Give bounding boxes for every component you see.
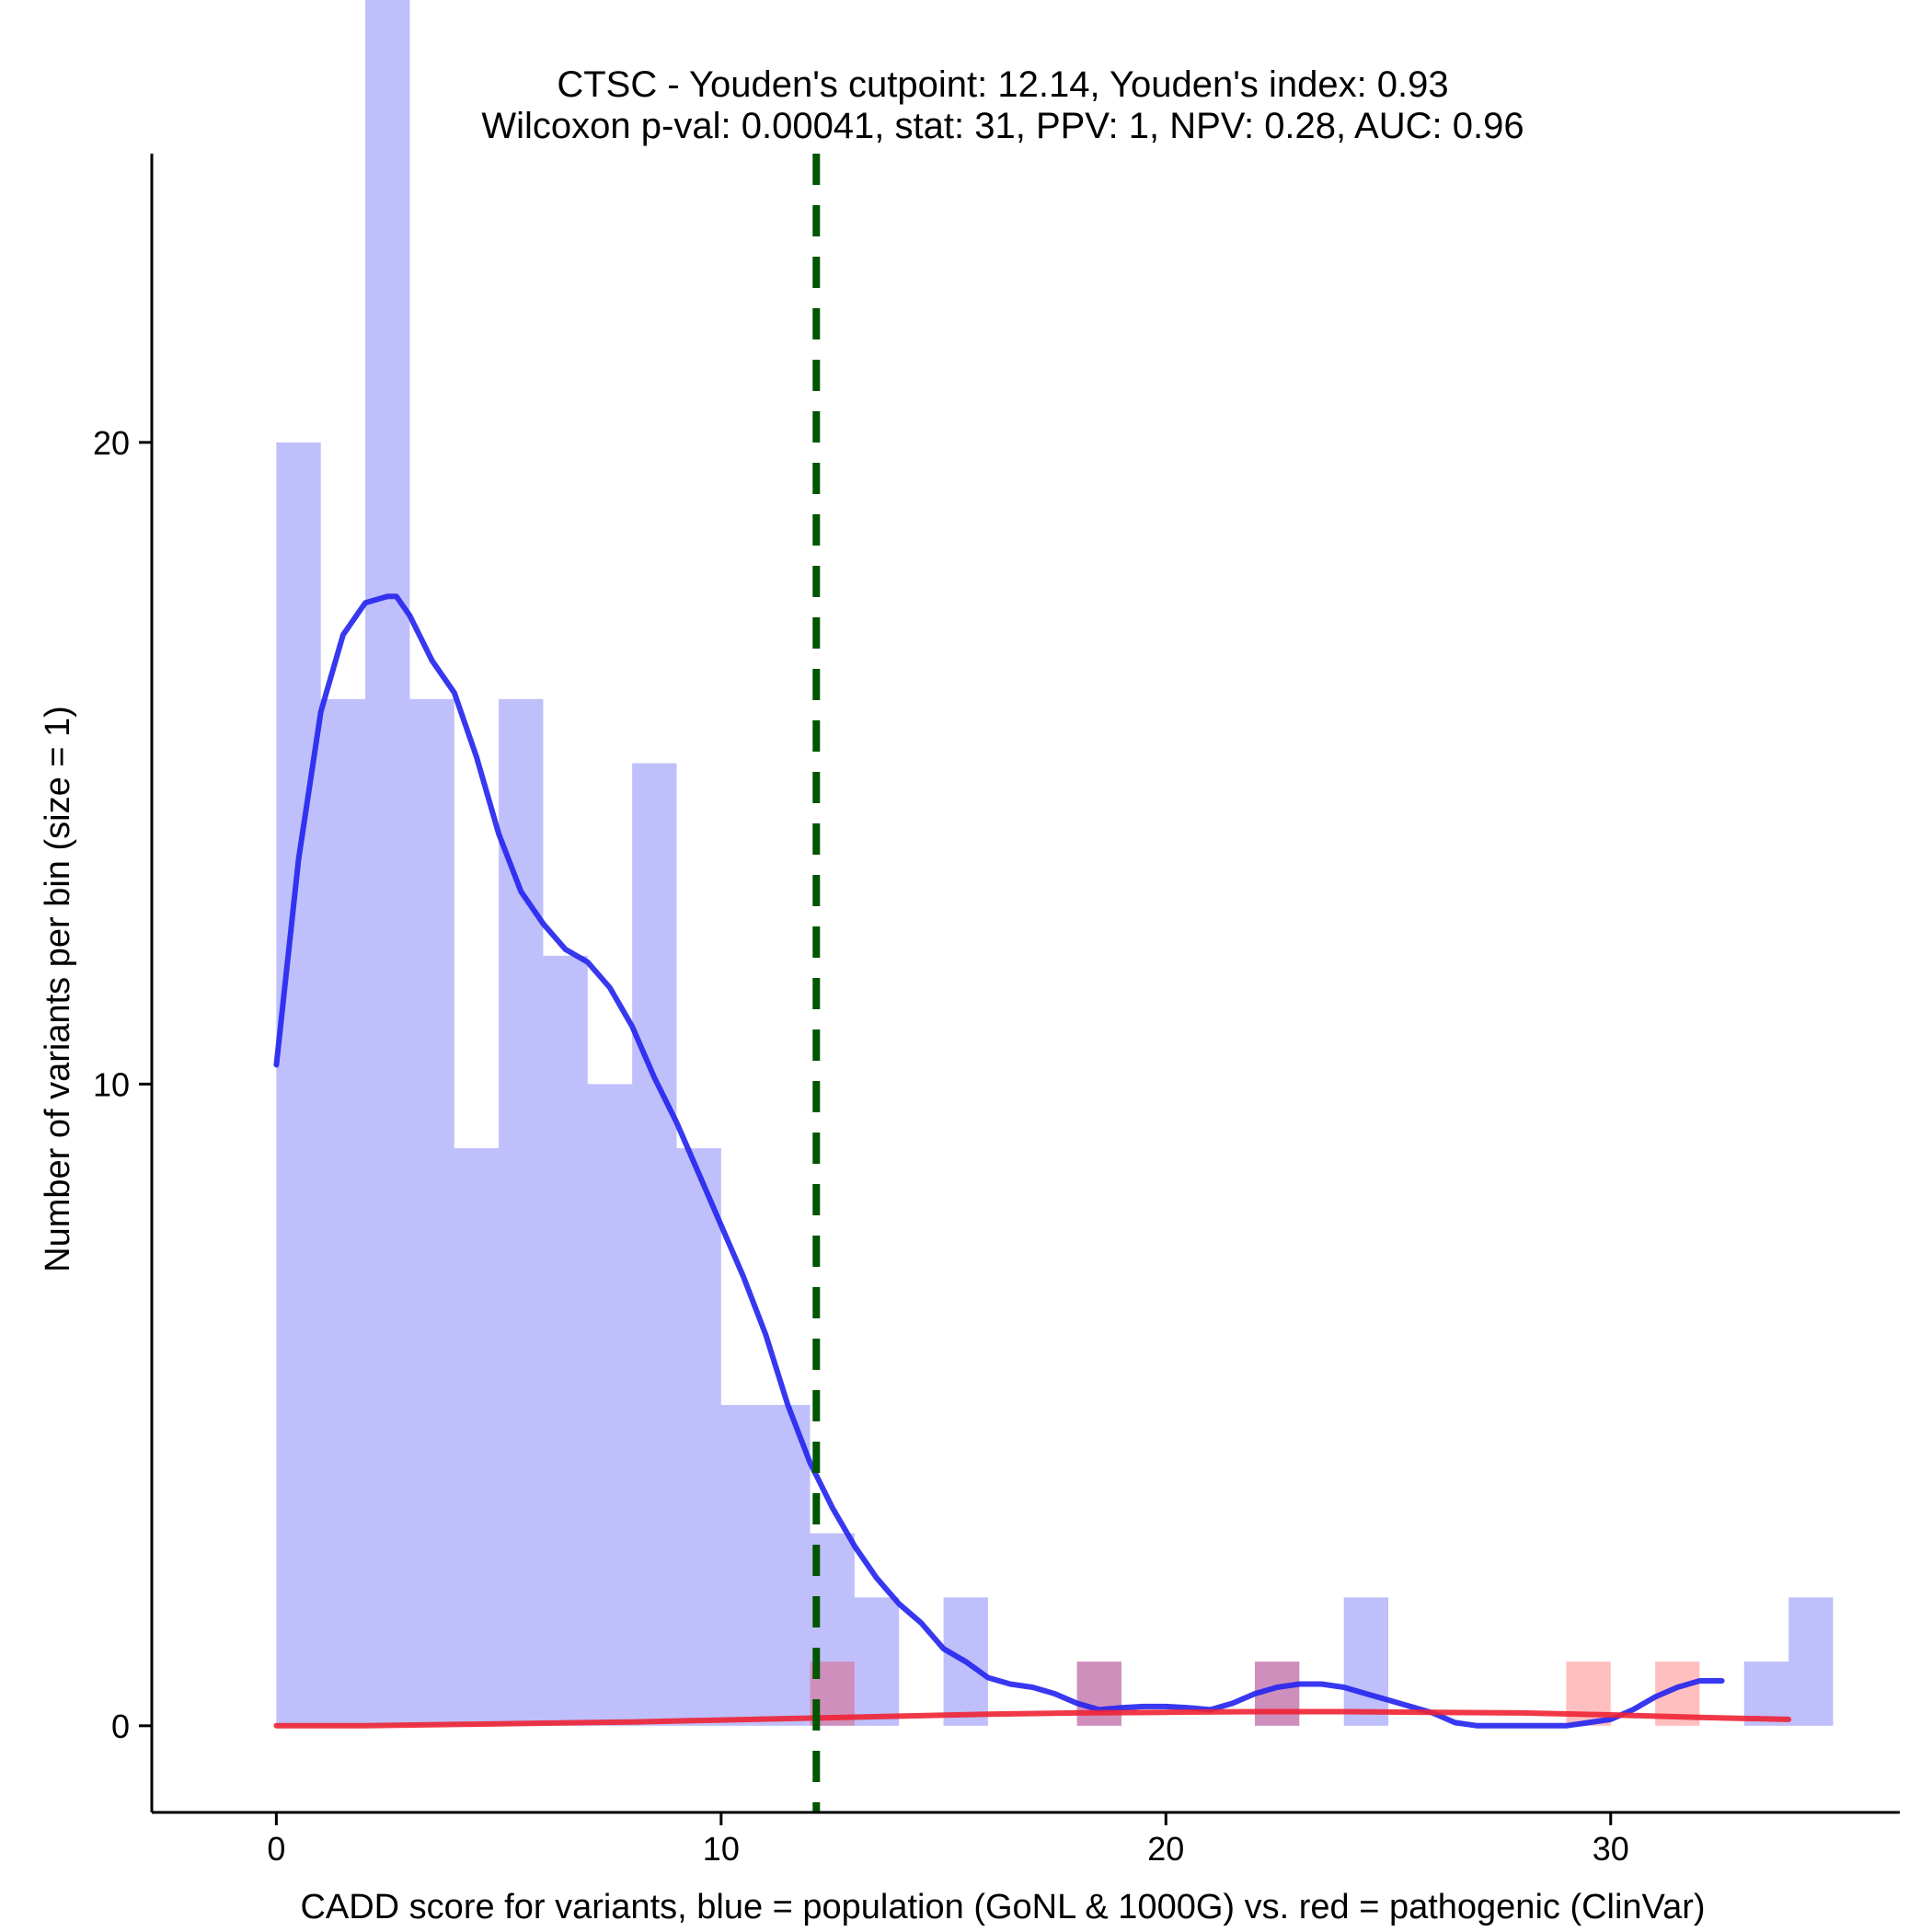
population-bar: [1788, 1597, 1834, 1726]
x-tick-label: 0: [267, 1830, 285, 1868]
chart-title: CTSC - Youden's cutpoint: 12.14, Youden'…: [557, 64, 1448, 105]
population-bar: [720, 1405, 766, 1726]
y-tick-label: 20: [93, 424, 130, 462]
population-bar: [1343, 1597, 1389, 1726]
chart-subtitle: Wilcoxon p-val: 0.00041, stat: 31, PPV: …: [481, 106, 1524, 146]
pathogenic-bar: [1076, 1662, 1121, 1726]
x-axis-label: CADD score for variants, blue = populati…: [300, 1888, 1705, 1926]
x-tick-label: 10: [703, 1830, 740, 1868]
population-bar: [365, 0, 410, 1726]
population-bar: [632, 763, 677, 1726]
population-bar: [499, 698, 544, 1726]
population-bar: [676, 1148, 721, 1726]
population-bar: [1743, 1662, 1789, 1726]
y-tick-label: 10: [93, 1065, 130, 1103]
x-axis-ticks: 0 10 20 30: [267, 1812, 1629, 1868]
population-bar: [543, 955, 588, 1726]
y-axis-label: Number of variants per bin (size = 1): [39, 706, 77, 1272]
y-axis-ticks: 0 10 20: [93, 424, 152, 1745]
population-bar: [587, 1084, 633, 1726]
population-bar: [276, 442, 321, 1726]
population-bar: [409, 698, 454, 1726]
population-bar: [854, 1597, 900, 1726]
x-tick-label: 30: [1593, 1830, 1629, 1868]
population-bar: [454, 1148, 500, 1726]
density-lines: [273, 593, 1792, 1729]
population-bar: [320, 698, 366, 1726]
y-tick-label: 0: [111, 1708, 130, 1745]
population-density-line: [273, 593, 1725, 1729]
x-tick-label: 20: [1147, 1830, 1184, 1868]
pathogenic-density-line: [273, 1708, 1792, 1729]
population-bar: [765, 1405, 811, 1726]
histogram-bars: [276, 0, 1834, 1726]
